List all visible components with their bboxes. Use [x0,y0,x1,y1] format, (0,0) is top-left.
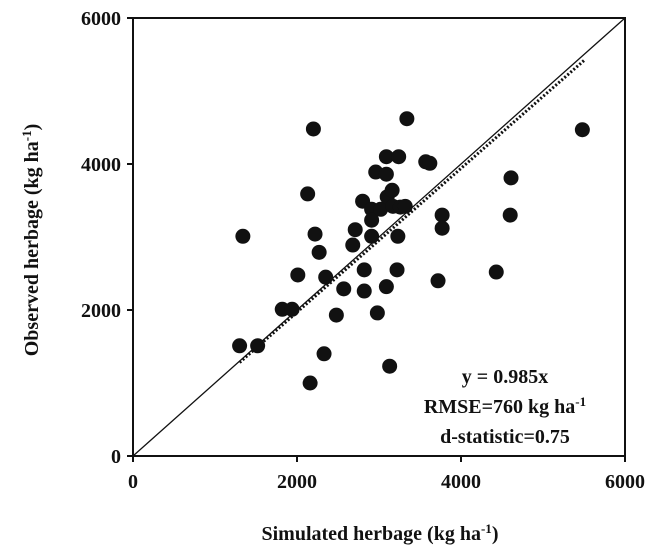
data-point [434,220,450,236]
text-part: ) [21,124,43,131]
x-tick-label: 2000 [277,471,317,493]
data-point [328,307,344,323]
data-point [488,264,504,280]
fit-line [238,59,585,364]
data-point [284,301,300,317]
data-point [369,305,385,321]
superscript: -1 [481,521,492,536]
data-point [434,207,450,223]
data-point [390,228,406,244]
data-point [356,262,372,278]
annotation: y = 0.985x [462,366,548,388]
data-point [250,338,266,354]
data-point [399,111,415,127]
data-point [382,358,398,374]
x-tick-label: 4000 [441,471,481,493]
text-part: ) [492,523,499,545]
data-point [373,201,389,217]
x-tick-label: 0 [128,471,138,493]
data-point [378,279,394,295]
data-point [364,212,380,228]
data-point [356,283,372,299]
data-point [397,198,413,214]
data-point [364,228,380,244]
y-tick-label: 6000 [81,8,121,30]
data-point [235,228,251,244]
text-part: Observed herbage (kg ha [21,141,43,356]
data-point [307,226,323,242]
data-point [347,222,363,238]
data-point [574,122,590,138]
annotation: RMSE=760 kg ha-1 [424,394,586,419]
annotation: d-statistic=0.75 [440,426,570,448]
x-axis-label: Simulated herbage (kg ha-1) [262,521,499,546]
data-point [384,182,400,198]
data-point [305,121,321,137]
x-tick-label: 6000 [605,471,645,493]
data-point [302,375,318,391]
data-point [336,281,352,297]
data-point [318,269,334,285]
text-part: y = 0.985x [462,366,548,388]
data-point [311,244,327,260]
y-axis-label: Observed herbage (kg ha-1) [19,124,44,357]
y-tick-label: 4000 [81,154,121,176]
superscript: -1 [575,394,586,409]
data-point [391,149,407,165]
data-point [316,346,332,362]
data-point [430,273,446,289]
data-point [345,237,361,253]
data-point [502,207,518,223]
data-point [232,338,248,354]
text-part: RMSE=760 kg ha [424,396,575,418]
superscript: -1 [19,130,34,141]
y-tick-label: 2000 [81,300,121,322]
y-tick-label: 0 [111,446,121,468]
plot-frame [132,17,626,457]
data-point [422,155,438,171]
data-point [300,186,316,202]
data-point [503,170,519,186]
text-part: d-statistic=0.75 [440,426,570,448]
data-point [378,166,394,182]
data-point [389,262,405,278]
data-point [290,267,306,283]
data-point [378,149,394,165]
text-part: Simulated herbage (kg ha [262,523,481,545]
